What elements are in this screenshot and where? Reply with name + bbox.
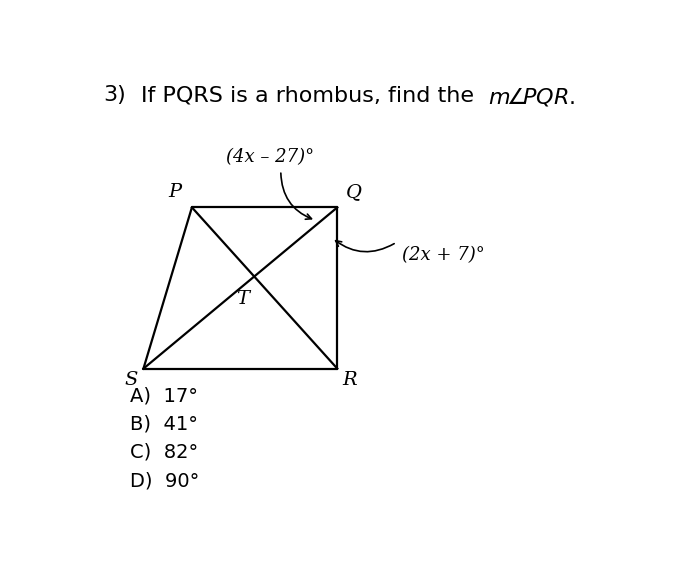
Text: R: R <box>343 371 357 389</box>
Text: Q: Q <box>345 183 361 201</box>
Text: If PQRS is a rhombus, find the: If PQRS is a rhombus, find the <box>140 85 481 105</box>
Text: (4x – 27)°: (4x – 27)° <box>226 148 314 166</box>
Text: P: P <box>168 183 181 201</box>
Text: D)  90°: D) 90° <box>130 471 199 490</box>
Text: T: T <box>236 290 249 307</box>
Text: S: S <box>124 371 138 389</box>
Text: C)  82°: C) 82° <box>130 443 198 462</box>
Text: (2x + 7)°: (2x + 7)° <box>402 246 484 264</box>
Text: A)  17°: A) 17° <box>130 386 198 405</box>
Text: 3): 3) <box>103 85 126 105</box>
Text: B)  41°: B) 41° <box>130 414 198 434</box>
Text: $m\!\angle\!PQR$.: $m\!\angle\!PQR$. <box>488 85 575 108</box>
